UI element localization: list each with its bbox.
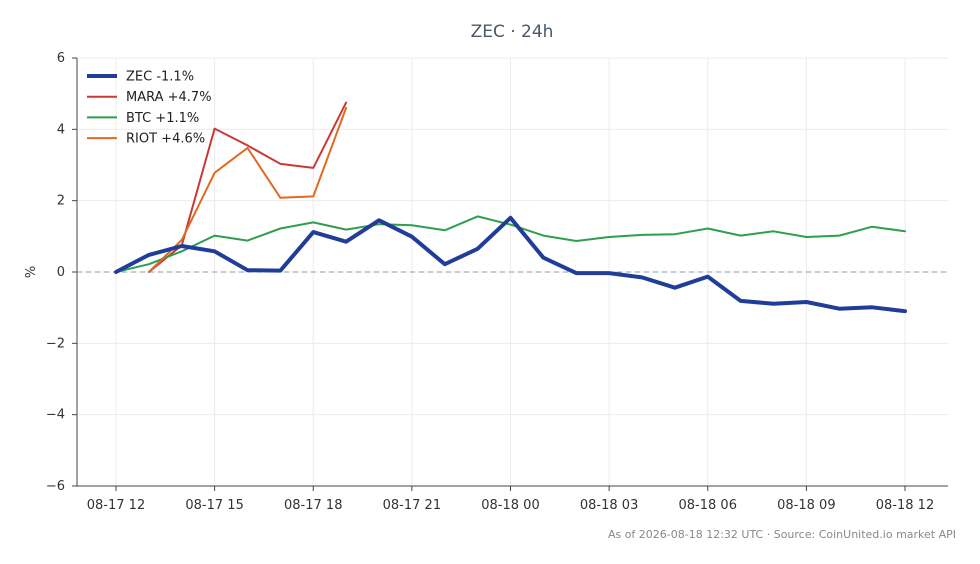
x-tick-label: 08-18 12 — [876, 498, 934, 513]
x-tick-label: 08-18 00 — [481, 498, 539, 513]
y-tick-label: −4 — [46, 408, 65, 423]
footer-source: As of 2026-08-18 12:32 UTC · Source: Coi… — [608, 528, 956, 541]
series-lines — [114, 101, 907, 314]
y-tick-label: −6 — [46, 479, 65, 494]
series-line-zec — [114, 215, 907, 314]
x-tick-label: 08-17 18 — [284, 498, 342, 513]
axes: 6 4 2 0 −2 −4 −6 08-17 12 08-17 15 08-17 18 08-17 … — [46, 51, 948, 513]
series-line-riot — [147, 106, 348, 273]
y-tick-label: 6 — [57, 51, 65, 66]
x-tick-label: 08-17 15 — [185, 498, 243, 513]
legend-label-mara: MARA +4.7% — [126, 90, 212, 105]
x-tick-label: 08-17 12 — [87, 498, 145, 513]
y-tick-label: −2 — [46, 336, 65, 351]
y-tick-label: 2 — [57, 194, 65, 209]
legend-label-zec: ZEC -1.1% — [126, 70, 194, 85]
legend-label-btc: BTC +1.1% — [126, 111, 199, 126]
x-tick-label: 08-17 21 — [383, 498, 441, 513]
chart-title: ZEC · 24h — [471, 22, 554, 42]
x-tick-label: 08-18 09 — [777, 498, 835, 513]
legend: ZEC -1.1% MARA +4.7% BTC +1.1% RIOT +4.6% — [87, 70, 212, 147]
y-tick-label: 0 — [57, 265, 65, 280]
x-tick-label: 08-18 03 — [580, 498, 638, 513]
y-axis-label: % — [24, 266, 39, 278]
y-tick-label: 4 — [57, 122, 65, 137]
series-line-btc — [115, 215, 906, 273]
x-tick-label: 08-18 06 — [679, 498, 737, 513]
legend-label-riot: RIOT +4.6% — [126, 132, 205, 147]
